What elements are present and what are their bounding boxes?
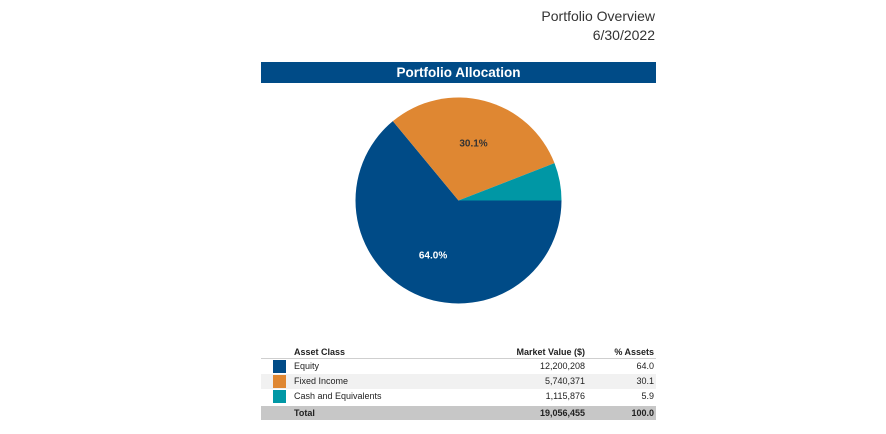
row-pct-assets: 5.9 <box>641 391 654 401</box>
total-market-value: 19,056,455 <box>539 408 585 418</box>
row-market-value: 12,200,208 <box>539 361 585 371</box>
row-pct-assets: 30.1 <box>636 376 654 386</box>
pie-label-fixed-income: 30.1% <box>459 139 487 150</box>
report-title: Portfolio Overview <box>541 8 655 24</box>
row-market-value: 1,115,876 <box>545 391 585 401</box>
row-market-value: 5,740,371 <box>544 376 585 386</box>
header-asset-class: Asset Class <box>294 347 346 357</box>
row-pct-assets: 64.0 <box>636 361 654 371</box>
allocation-table: Asset Class Market Value ($) % Assets Eq… <box>261 346 656 420</box>
pie-slice-fixed-income <box>392 97 555 201</box>
pie-label-equity: 64.0% <box>419 251 447 262</box>
allocation-pie-chart: 64.0% 30.1% <box>355 97 562 304</box>
total-label: Total <box>294 408 315 418</box>
pie-slice-cash-and-equivalents <box>458 163 562 201</box>
table-row: Fixed Income 5,740,371 30.1 <box>261 374 656 389</box>
row-asset-name: Equity <box>294 361 320 371</box>
header-pct-assets: % Assets <box>614 347 654 357</box>
allocation-banner: Portfolio Allocation <box>261 62 656 83</box>
pie-slice-equity <box>355 121 562 304</box>
table-row: Cash and Equivalents 1,115,876 5.9 <box>261 389 656 404</box>
row-asset-name: Fixed Income <box>294 376 349 386</box>
table-total-row: Total 19,056,455 100.0 <box>261 406 656 420</box>
legend-swatch-equity <box>273 360 286 373</box>
table-row: Equity 12,200,208 64.0 <box>261 359 656 374</box>
total-pct-assets: 100.0 <box>631 408 654 418</box>
report-header: Portfolio Overview 6/30/2022 <box>541 7 655 44</box>
legend-swatch-cash <box>273 390 286 403</box>
row-asset-name: Cash and Equivalents <box>294 391 382 401</box>
legend-swatch-fixed-income <box>273 375 286 388</box>
report-date: 6/30/2022 <box>592 27 655 43</box>
header-market-value: Market Value ($) <box>516 347 585 357</box>
table-header-row: Asset Class Market Value ($) % Assets <box>261 346 656 359</box>
